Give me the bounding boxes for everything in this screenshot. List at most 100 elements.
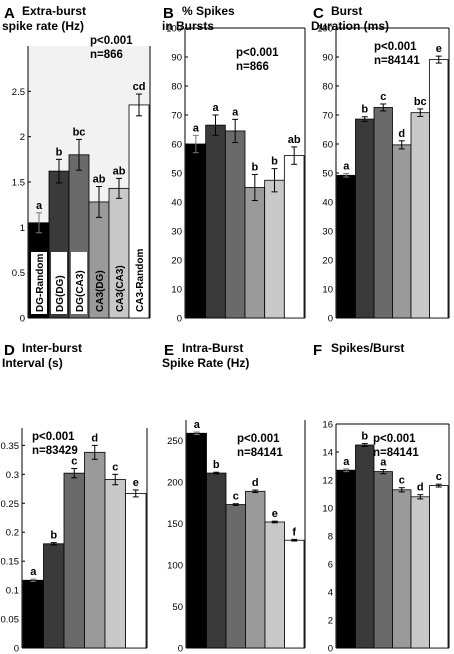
significance-letter: a [232, 106, 239, 118]
significance-letter: c [380, 91, 386, 103]
category-label: CA3-Random [135, 249, 146, 312]
y-tick-label: 60 [322, 140, 333, 151]
y-tick-label: 80 [322, 82, 333, 93]
significance-letter: ab [288, 134, 301, 146]
y-tick-label: 200 [167, 478, 183, 489]
p-value: p<0.001 [237, 433, 280, 445]
bar [186, 432, 207, 649]
category-label: CA3(DG) [95, 270, 106, 312]
y-tick-label: 0.2 [6, 528, 19, 539]
panel-title-line-1: % Spikes [182, 4, 235, 18]
y-tick-label: 20 [322, 256, 333, 267]
bar [336, 469, 356, 649]
panel-letter: E [164, 342, 174, 359]
panel-title-line-2: Interval (s) [2, 356, 63, 370]
panel-D: 0 0.05 0.1 0.15 0.2 0.25 0.3 0.35 a b c d c e D Inter-b… [1, 341, 148, 654]
p-value: p<0.001 [90, 35, 133, 47]
y-tick-label: 2 [20, 132, 25, 143]
sample-size: n=84141 [237, 447, 283, 459]
significance-letter: bc [73, 126, 86, 138]
y-tick-label: 100 [167, 561, 183, 572]
sample-size: n=866 [90, 49, 123, 61]
y-tick-label: 0 [14, 644, 19, 654]
y-tick-label: 10 [322, 504, 333, 515]
y-tick-label: 0.15 [1, 557, 20, 568]
bar [264, 179, 285, 319]
y-tick-label: 1 [20, 223, 25, 234]
significance-letter: b [50, 530, 57, 542]
y-tick-label: 90 [322, 53, 333, 64]
significance-letter: b [271, 156, 278, 168]
significance-letter: a [194, 419, 201, 431]
significance-letter: a [343, 161, 350, 173]
p-value: p<0.001 [374, 41, 417, 53]
p-value: p<0.001 [32, 431, 75, 443]
y-tick-label: 10 [171, 285, 182, 296]
bar [125, 493, 147, 649]
bar [373, 107, 393, 319]
panel-title-line-2: in Bursts [162, 19, 214, 33]
significance-letter: f [292, 526, 296, 538]
y-tick-label: 90 [171, 53, 182, 64]
bar [104, 479, 126, 649]
bar [336, 174, 356, 319]
y-tick-label: 20 [171, 256, 182, 267]
y-tick-label: 250 [167, 436, 183, 447]
significance-letter: b [361, 104, 368, 116]
significance-letter: a [212, 102, 219, 114]
y-tick-label: 100 [166, 24, 182, 35]
y-tick-label: 12 [322, 476, 333, 487]
significance-letter: b [56, 146, 63, 158]
significance-letter: b [213, 459, 220, 471]
significance-letter: c [112, 461, 118, 473]
bar [284, 539, 305, 649]
y-tick-label: 60 [171, 140, 182, 151]
y-tick-label: 30 [322, 227, 333, 238]
bar [185, 143, 207, 319]
significance-letter: cd [133, 81, 146, 93]
category-label-box [31, 252, 47, 314]
y-tick-label: 70 [171, 111, 182, 122]
significance-letter: bc [414, 96, 427, 108]
panel-title-line-1: Inter-burst [22, 341, 82, 355]
sample-size: n=84141 [374, 55, 420, 67]
significance-letter: a [193, 122, 200, 134]
significance-letter: c [399, 475, 405, 487]
panel-letter: D [4, 342, 15, 359]
significance-letter: c [71, 456, 77, 468]
significance-letter: a [36, 200, 43, 212]
y-tick-label: 50 [172, 602, 183, 613]
y-tick-label: 4 [328, 588, 333, 599]
y-tick-label: 10 [322, 285, 333, 296]
panel-title-line-1: Spikes/Burst [331, 341, 404, 355]
y-tick-label: 0.5 [12, 268, 25, 279]
significance-letter: a [380, 457, 387, 469]
bar [43, 543, 65, 649]
y-tick-label: 40 [171, 198, 182, 209]
panel-title-line-1: Intra-Burst [182, 341, 243, 355]
bar [245, 490, 266, 649]
significance-letter: d [398, 128, 405, 140]
p-value: p<0.001 [236, 47, 279, 59]
bar [244, 187, 266, 319]
significance-letter: b [251, 161, 258, 173]
sample-size: n=83429 [32, 445, 78, 457]
significance-letter: ab [113, 165, 126, 177]
sample-size: n=866 [236, 61, 269, 73]
bar [225, 504, 246, 649]
y-tick-label: 100 [317, 24, 333, 35]
significance-letter: e [133, 477, 139, 489]
panel-letter: C [313, 5, 324, 22]
panel-title-line-1: Extra-burst [22, 4, 86, 18]
significance-letter: a [30, 566, 37, 578]
significance-letter: b [361, 431, 368, 443]
y-tick-label: 0 [20, 314, 25, 325]
bar [355, 444, 375, 649]
bar [206, 472, 227, 649]
y-tick-label: 0.25 [1, 499, 20, 510]
y-tick-label: 0 [178, 644, 183, 654]
y-tick-label: 0.1 [6, 586, 19, 597]
p-value: p<0.001 [373, 433, 416, 445]
